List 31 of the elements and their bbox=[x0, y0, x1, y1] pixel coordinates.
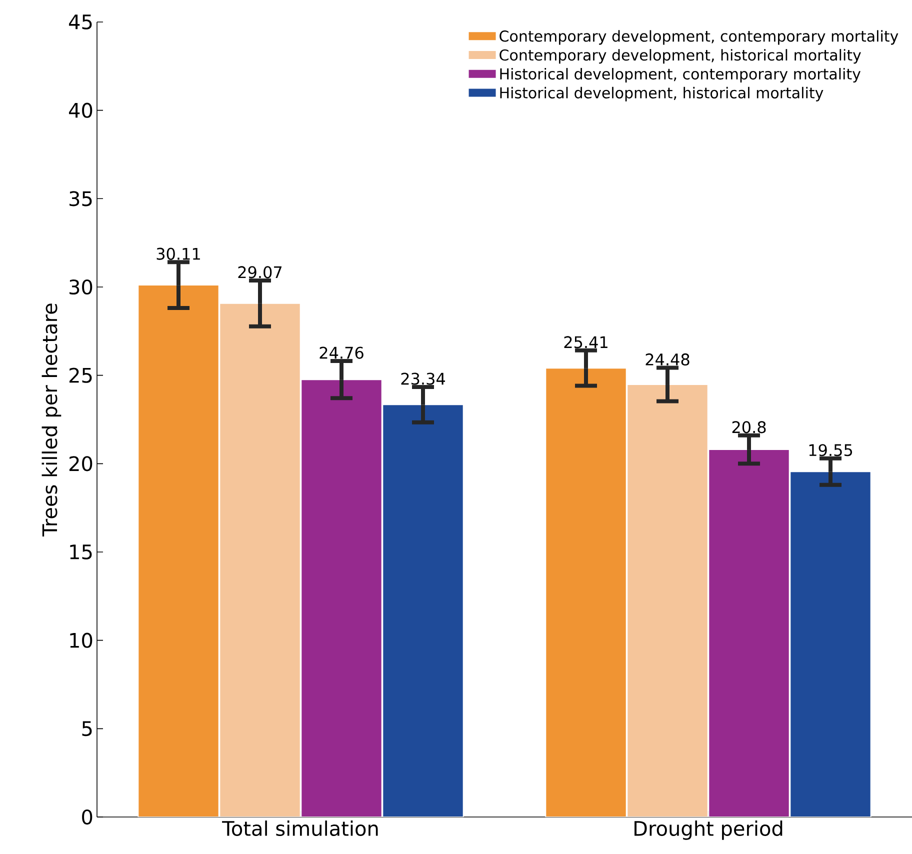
legend-label: Historical development, contemporary mortality bbox=[500, 68, 861, 82]
data-label: 29.07 bbox=[238, 266, 282, 278]
y-tick-label: 0 bbox=[82, 809, 92, 825]
legend-label: Contemporary development, historical mortality bbox=[500, 49, 861, 64]
data-label: 19.55 bbox=[809, 444, 852, 456]
bar bbox=[708, 449, 790, 817]
y-tick-label: 20 bbox=[69, 456, 92, 472]
y-tick-label: 40 bbox=[68, 102, 92, 118]
y-tick-label: 10 bbox=[70, 632, 92, 648]
y-tick-label: 25 bbox=[69, 368, 92, 383]
data-label: 20.8 bbox=[732, 421, 766, 434]
data-label: 25.41 bbox=[564, 336, 608, 348]
y-tick-label: 45 bbox=[68, 14, 92, 30]
y-tick-label: 35 bbox=[70, 191, 92, 206]
bar bbox=[219, 302, 301, 817]
y-tick-label: 30 bbox=[70, 279, 92, 295]
y-tick-label: 15 bbox=[70, 544, 92, 560]
x-tick-label: Total simulation bbox=[222, 820, 378, 836]
bar bbox=[300, 379, 382, 817]
legend-label: Contemporary development, contemporary mortality bbox=[500, 30, 898, 45]
data-label: 30.11 bbox=[156, 248, 200, 260]
data-label: 23.34 bbox=[401, 372, 445, 385]
bar bbox=[382, 404, 464, 817]
legend-label: Historical development, historical mortality bbox=[500, 86, 824, 102]
bar bbox=[626, 384, 708, 817]
x-tick-label: Drought period bbox=[634, 820, 782, 840]
y-axis-title: Trees killed per hectare bbox=[42, 304, 62, 536]
data-label: 24.48 bbox=[646, 353, 690, 366]
y-tick-label: 5 bbox=[82, 721, 92, 736]
data-label: 24.76 bbox=[320, 346, 364, 359]
bar bbox=[790, 471, 872, 817]
